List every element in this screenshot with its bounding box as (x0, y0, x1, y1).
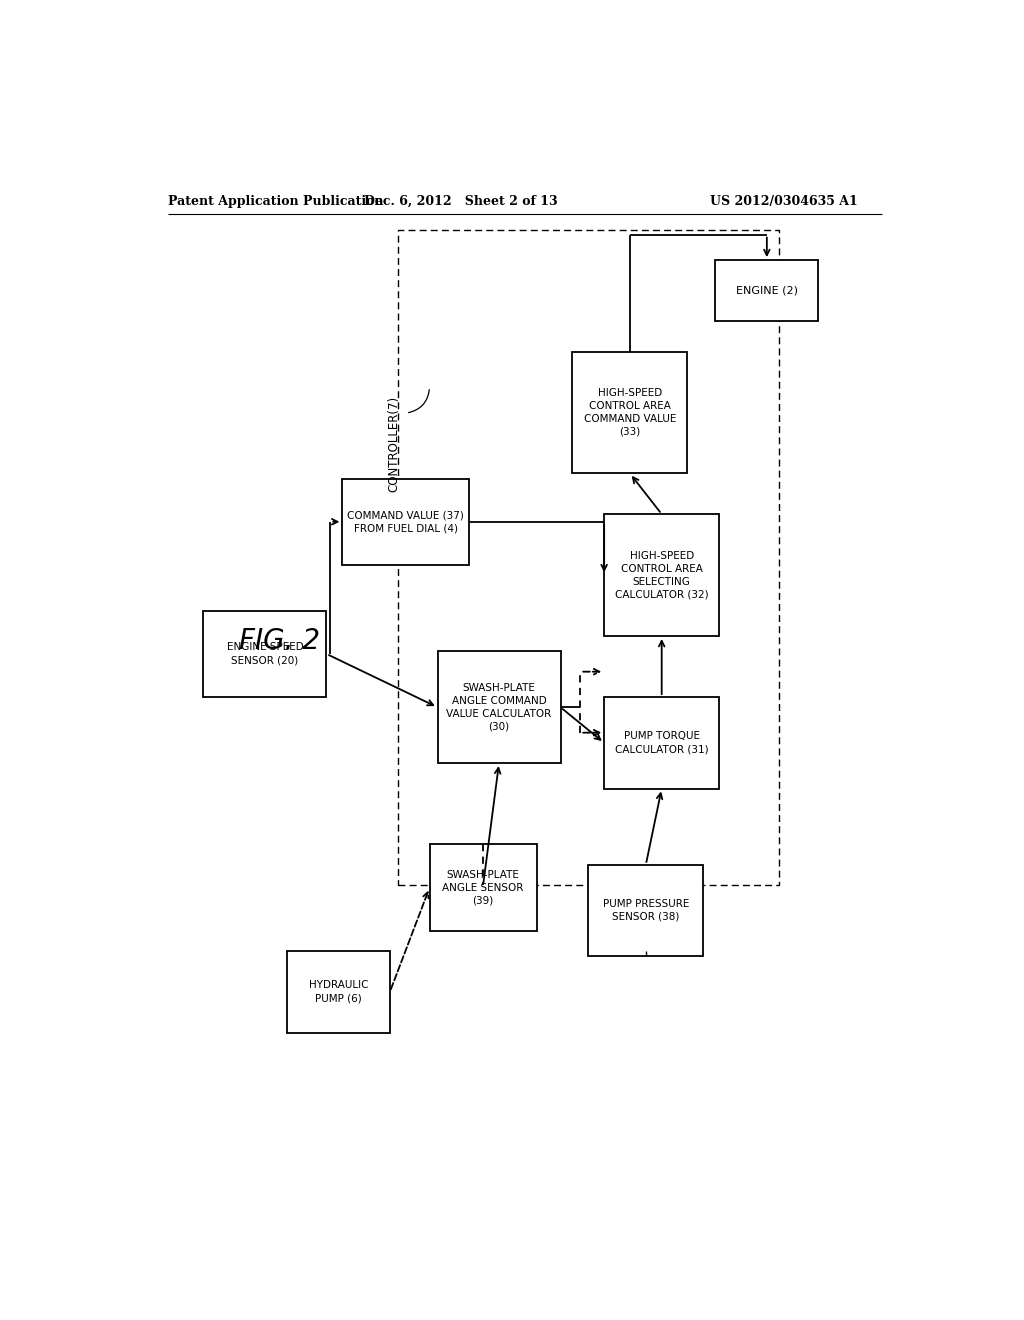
Text: Patent Application Publication: Patent Application Publication (168, 194, 383, 207)
Text: FIG. 2: FIG. 2 (240, 627, 321, 655)
Text: PUMP PRESSURE
SENSOR (38): PUMP PRESSURE SENSOR (38) (603, 899, 689, 921)
FancyBboxPatch shape (342, 479, 469, 565)
Text: COMMAND VALUE (37)
FROM FUEL DIAL (4): COMMAND VALUE (37) FROM FUEL DIAL (4) (347, 511, 464, 533)
Text: CONTROLLER(7): CONTROLLER(7) (387, 396, 400, 492)
FancyBboxPatch shape (572, 351, 687, 474)
Text: HIGH-SPEED
CONTROL AREA
SELECTING
CALCULATOR (32): HIGH-SPEED CONTROL AREA SELECTING CALCUL… (614, 550, 709, 599)
FancyBboxPatch shape (715, 260, 818, 321)
Text: ENGINE SPEED
SENSOR (20): ENGINE SPEED SENSOR (20) (226, 643, 303, 665)
Text: PUMP TORQUE
CALCULATOR (31): PUMP TORQUE CALCULATOR (31) (614, 731, 709, 754)
Text: SWASH-PLATE
ANGLE COMMAND
VALUE CALCULATOR
(30): SWASH-PLATE ANGLE COMMAND VALUE CALCULAT… (446, 682, 552, 731)
Text: ENGINE (2): ENGINE (2) (736, 285, 798, 296)
FancyBboxPatch shape (604, 697, 719, 788)
Text: HYDRAULIC
PUMP (6): HYDRAULIC PUMP (6) (308, 981, 368, 1003)
Text: Dec. 6, 2012   Sheet 2 of 13: Dec. 6, 2012 Sheet 2 of 13 (365, 194, 558, 207)
FancyBboxPatch shape (287, 952, 390, 1032)
FancyBboxPatch shape (430, 845, 537, 931)
Text: HIGH-SPEED
CONTROL AREA
COMMAND VALUE
(33): HIGH-SPEED CONTROL AREA COMMAND VALUE (3… (584, 388, 676, 437)
Text: SWASH-PLATE
ANGLE SENSOR
(39): SWASH-PLATE ANGLE SENSOR (39) (442, 870, 524, 906)
FancyBboxPatch shape (604, 515, 719, 636)
Text: US 2012/0304635 A1: US 2012/0304635 A1 (711, 194, 858, 207)
FancyBboxPatch shape (588, 865, 703, 956)
FancyBboxPatch shape (437, 651, 560, 763)
FancyBboxPatch shape (204, 611, 327, 697)
